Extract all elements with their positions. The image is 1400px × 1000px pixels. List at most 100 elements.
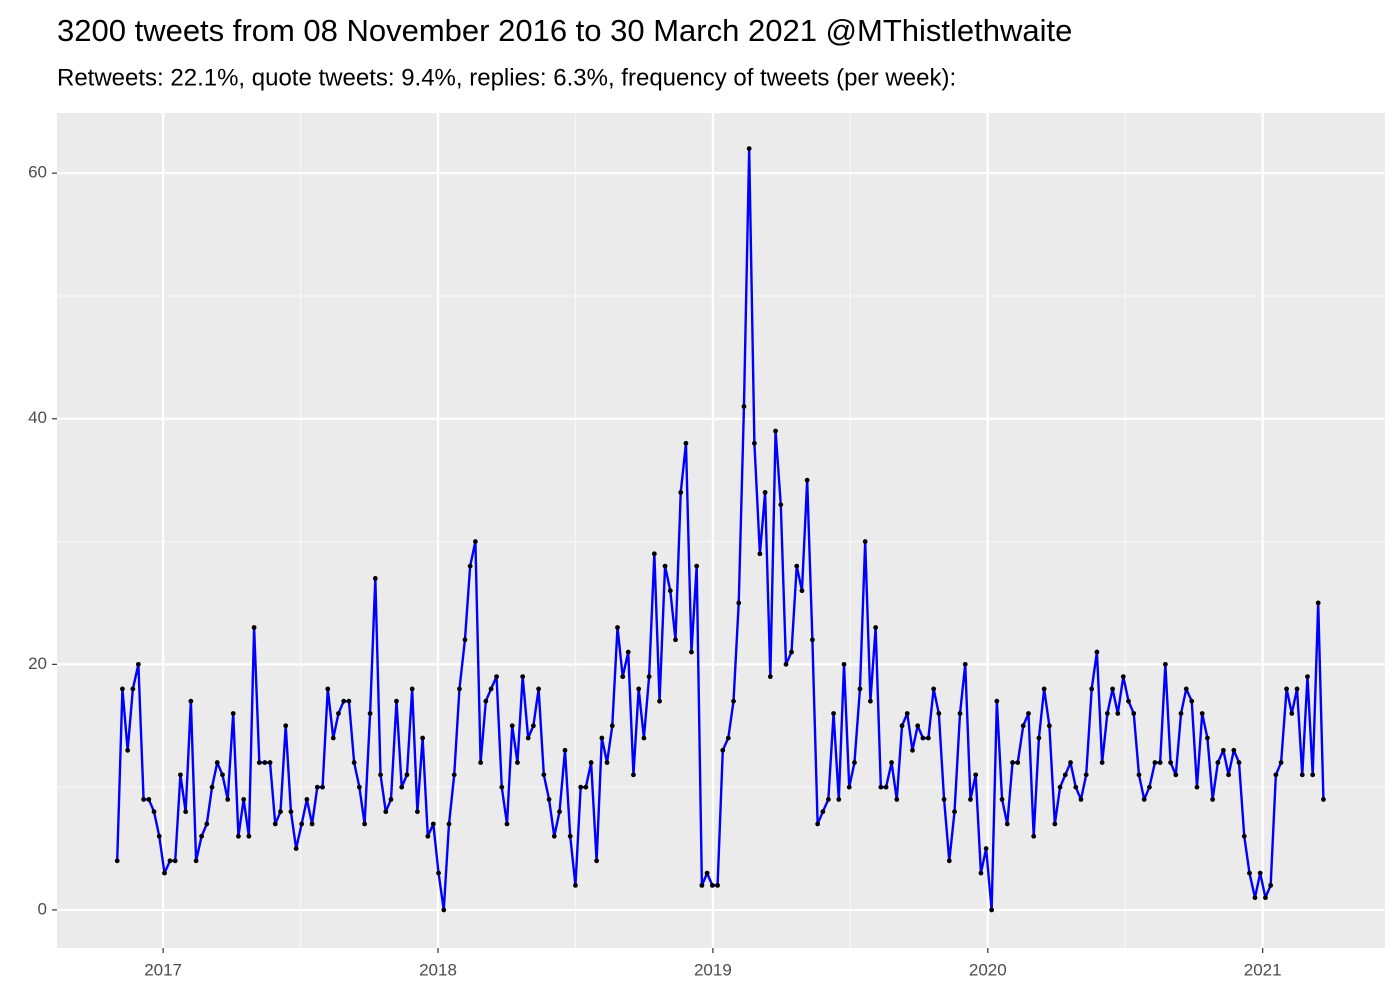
data-point — [625, 649, 631, 655]
data-point — [1194, 784, 1200, 790]
data-point — [599, 735, 605, 741]
data-point — [220, 772, 225, 778]
data-point — [304, 797, 310, 802]
data-point — [841, 661, 847, 667]
data-point — [1226, 772, 1231, 778]
data-point — [1141, 797, 1147, 802]
data-point — [1104, 711, 1110, 716]
data-point — [1210, 797, 1216, 802]
data-point — [968, 797, 973, 802]
data-point — [488, 686, 494, 692]
data-point — [557, 809, 562, 815]
data-point — [978, 870, 984, 876]
data-point — [573, 882, 578, 888]
data-point — [325, 686, 331, 692]
data-point — [915, 723, 921, 729]
data-point — [567, 833, 573, 839]
data-point — [994, 698, 1000, 704]
data-point — [1136, 772, 1142, 778]
data-point — [762, 490, 768, 495]
data-point — [1268, 882, 1274, 888]
data-point — [820, 809, 826, 815]
data-point — [1046, 723, 1052, 729]
data-point — [1031, 833, 1037, 839]
data-point — [926, 735, 931, 741]
data-point — [451, 772, 457, 778]
data-point — [789, 649, 794, 655]
data-point — [767, 674, 773, 680]
data-point — [825, 797, 831, 802]
data-point — [1273, 772, 1279, 778]
data-point — [404, 772, 410, 778]
data-point — [946, 858, 952, 864]
data-point — [594, 858, 600, 864]
data-point — [1057, 784, 1063, 790]
data-point — [1115, 711, 1121, 716]
data-point — [583, 784, 589, 790]
data-point — [1220, 747, 1226, 753]
data-point — [1310, 772, 1316, 778]
chart-subtitle: Retweets: 22.1%, quote tweets: 9.4%, rep… — [57, 64, 956, 91]
data-point — [1052, 821, 1058, 827]
data-point — [973, 772, 979, 778]
data-point — [551, 833, 557, 839]
data-point — [246, 833, 252, 839]
data-point — [272, 821, 278, 827]
data-point — [346, 698, 352, 704]
data-point — [457, 686, 462, 692]
data-point — [957, 711, 963, 716]
data-point — [462, 637, 468, 643]
data-point — [604, 760, 610, 765]
data-point — [646, 674, 652, 680]
data-point — [309, 821, 315, 827]
data-point — [494, 674, 499, 680]
data-point — [278, 809, 283, 815]
data-point — [241, 797, 247, 802]
y-tick-label: 40 — [28, 408, 47, 427]
data-point — [167, 858, 173, 864]
data-point — [1126, 698, 1131, 704]
data-point — [509, 723, 515, 729]
data-point — [1252, 895, 1258, 901]
data-point — [420, 735, 426, 741]
data-point — [1110, 686, 1115, 692]
data-point — [1073, 784, 1079, 790]
data-point — [615, 625, 620, 630]
data-point — [251, 625, 257, 630]
data-point — [636, 686, 642, 692]
data-point — [1178, 711, 1184, 716]
y-tick-label: 20 — [28, 654, 47, 673]
chart-title: 3200 tweets from 08 November 2016 to 30 … — [57, 13, 1072, 48]
data-point — [894, 797, 900, 802]
data-point — [609, 723, 615, 729]
data-point — [936, 711, 942, 716]
data-point — [1241, 833, 1247, 839]
data-point — [1168, 760, 1173, 765]
x-tick-label: 2021 — [1244, 960, 1282, 979]
data-point — [125, 747, 131, 753]
data-point — [1036, 735, 1042, 741]
data-point — [314, 784, 320, 790]
data-point — [1099, 760, 1105, 765]
data-point — [999, 797, 1005, 802]
y-tick-label: 0 — [38, 899, 47, 918]
data-point — [436, 870, 441, 876]
data-point — [288, 809, 294, 815]
data-point — [1189, 698, 1195, 704]
data-point — [178, 772, 183, 778]
data-point — [320, 784, 325, 790]
data-point — [1299, 772, 1305, 778]
data-point — [941, 797, 947, 802]
data-point — [704, 870, 710, 876]
data-point — [1294, 686, 1300, 692]
data-point — [1015, 760, 1021, 765]
data-point — [530, 723, 536, 729]
data-point — [1289, 711, 1295, 716]
data-point — [162, 870, 167, 876]
data-point — [831, 711, 836, 716]
data-point — [367, 711, 373, 716]
data-point — [230, 711, 236, 716]
data-point — [804, 477, 810, 483]
data-point — [678, 490, 684, 495]
data-point — [256, 760, 262, 765]
